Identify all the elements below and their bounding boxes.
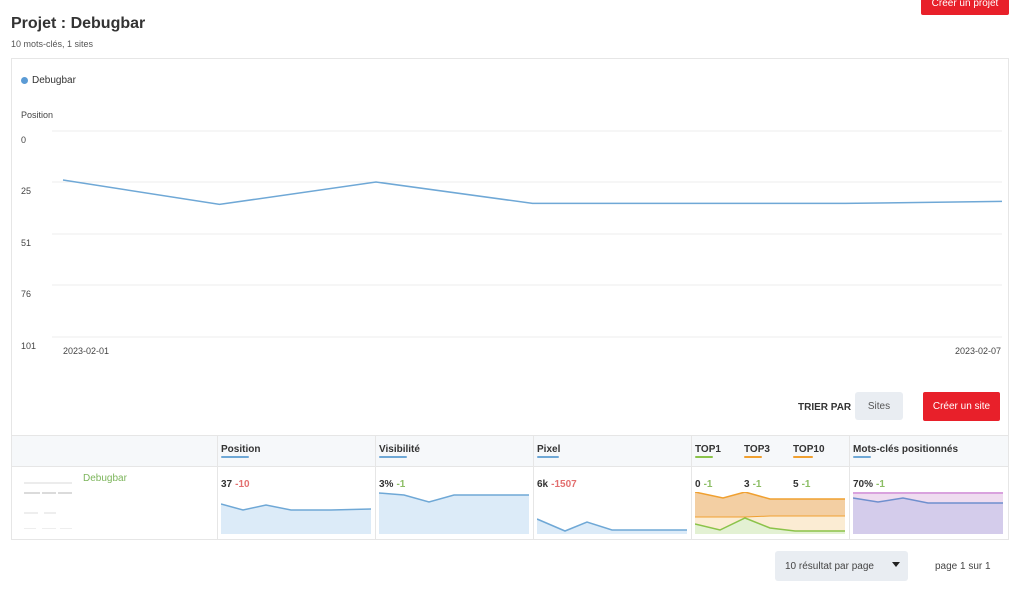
top3-delta: -1 bbox=[752, 479, 762, 490]
pixel-value: 6k bbox=[537, 479, 549, 490]
sites-table: Position Visibilité Pixel TOP1 TOP3 TOP1… bbox=[12, 435, 1008, 539]
pixel-delta: -1507 bbox=[551, 479, 577, 490]
y-axis-title: Position bbox=[21, 110, 54, 120]
project-panel: Debugbar Position 0 25 51 76 101 2023-02… bbox=[11, 58, 1009, 540]
column-divider bbox=[217, 436, 218, 539]
top1-cell: 0 -1 bbox=[695, 479, 712, 490]
column-divider bbox=[691, 436, 692, 539]
series-line-debugbar bbox=[62, 179, 1003, 206]
top3-value: 3 bbox=[744, 479, 750, 490]
x-tick-last: 2023-02-07 bbox=[955, 346, 1002, 356]
top10-value: 5 bbox=[793, 479, 799, 490]
chart-plot bbox=[52, 130, 1003, 338]
page-title: Projet : Debugbar bbox=[11, 15, 146, 32]
top10-cell: 5 -1 bbox=[793, 479, 810, 490]
top1-value: 0 bbox=[695, 479, 701, 490]
top-positions-sparkline bbox=[695, 492, 845, 534]
y-tick-3: 76 bbox=[21, 289, 32, 299]
top1-delta: -1 bbox=[703, 479, 713, 490]
header-position[interactable]: Position bbox=[221, 444, 261, 455]
position-cell: 37 -10 bbox=[221, 479, 250, 490]
keywords-sparkline bbox=[853, 492, 1003, 534]
header-top1-underline bbox=[695, 456, 713, 458]
keywords-value: 70% bbox=[853, 479, 874, 490]
visibility-value: 3% bbox=[379, 479, 394, 490]
y-tick-4: 101 bbox=[21, 341, 37, 351]
page-subtitle: 10 mots-clés, 1 sites bbox=[11, 39, 94, 49]
header-top3[interactable]: TOP3 bbox=[744, 444, 770, 455]
pixel-sparkline bbox=[537, 518, 687, 534]
header-keywords[interactable]: Mots-clés positionnés bbox=[853, 444, 959, 455]
header-pixel-underline bbox=[537, 456, 559, 458]
page-info: page 1 sur 1 bbox=[935, 561, 991, 572]
header-top10[interactable]: TOP10 bbox=[793, 444, 825, 455]
pixel-cell: 6k -1507 bbox=[537, 479, 577, 490]
legend-label: Debugbar bbox=[32, 75, 76, 86]
header-top1[interactable]: TOP1 bbox=[695, 444, 721, 455]
legend-dot-icon bbox=[21, 77, 28, 84]
header-pixel[interactable]: Pixel bbox=[537, 444, 561, 455]
site-name-link[interactable]: Debugbar bbox=[83, 473, 127, 484]
header-keywords-underline bbox=[853, 456, 871, 458]
per-page-select[interactable]: 10 résultat par page bbox=[775, 551, 908, 581]
header-top3-underline bbox=[744, 456, 762, 458]
column-divider bbox=[375, 436, 376, 539]
visibility-delta: -1 bbox=[396, 479, 406, 490]
top10-delta: -1 bbox=[801, 479, 811, 490]
header-top10-underline bbox=[793, 456, 813, 458]
sort-select[interactable]: Sites bbox=[855, 392, 903, 420]
create-project-button[interactable]: Créer un projet bbox=[921, 0, 1009, 15]
table-header: Position Visibilité Pixel TOP1 TOP3 TOP1… bbox=[12, 436, 1008, 467]
keywords-delta: -1 bbox=[876, 479, 885, 490]
y-tick-2: 51 bbox=[21, 238, 32, 248]
header-visibility[interactable]: Visibilité bbox=[379, 444, 420, 455]
position-sparkline bbox=[221, 503, 371, 534]
y-tick-1: 25 bbox=[21, 186, 32, 196]
header-visibility-underline bbox=[379, 456, 407, 458]
caret-down-icon bbox=[892, 562, 900, 567]
header-position-underline bbox=[221, 456, 249, 458]
position-delta: -10 bbox=[235, 479, 250, 490]
keywords-cell: 70% -1 bbox=[853, 479, 885, 490]
grid-lines bbox=[52, 130, 1002, 338]
table-row[interactable]: Debugbar 37 -10 3% -1 6k -1507 bbox=[12, 467, 1008, 539]
y-tick-0: 0 bbox=[21, 135, 27, 145]
visibility-sparkline bbox=[379, 492, 529, 534]
chart-legend[interactable]: Debugbar bbox=[21, 75, 76, 86]
top3-cell: 3 -1 bbox=[744, 479, 761, 490]
column-divider bbox=[533, 436, 534, 539]
position-value: 37 bbox=[221, 479, 233, 490]
site-thumbnail bbox=[20, 473, 76, 529]
create-site-button[interactable]: Créer un site bbox=[923, 392, 1000, 421]
visibility-cell: 3% -1 bbox=[379, 479, 405, 490]
per-page-label: 10 résultat par page bbox=[785, 560, 874, 572]
sort-label: TRIER PAR bbox=[798, 402, 852, 413]
x-tick-first: 2023-02-01 bbox=[63, 346, 110, 356]
position-chart: Debugbar Position 0 25 51 76 101 2023-02… bbox=[12, 59, 1008, 435]
column-divider bbox=[849, 436, 850, 539]
